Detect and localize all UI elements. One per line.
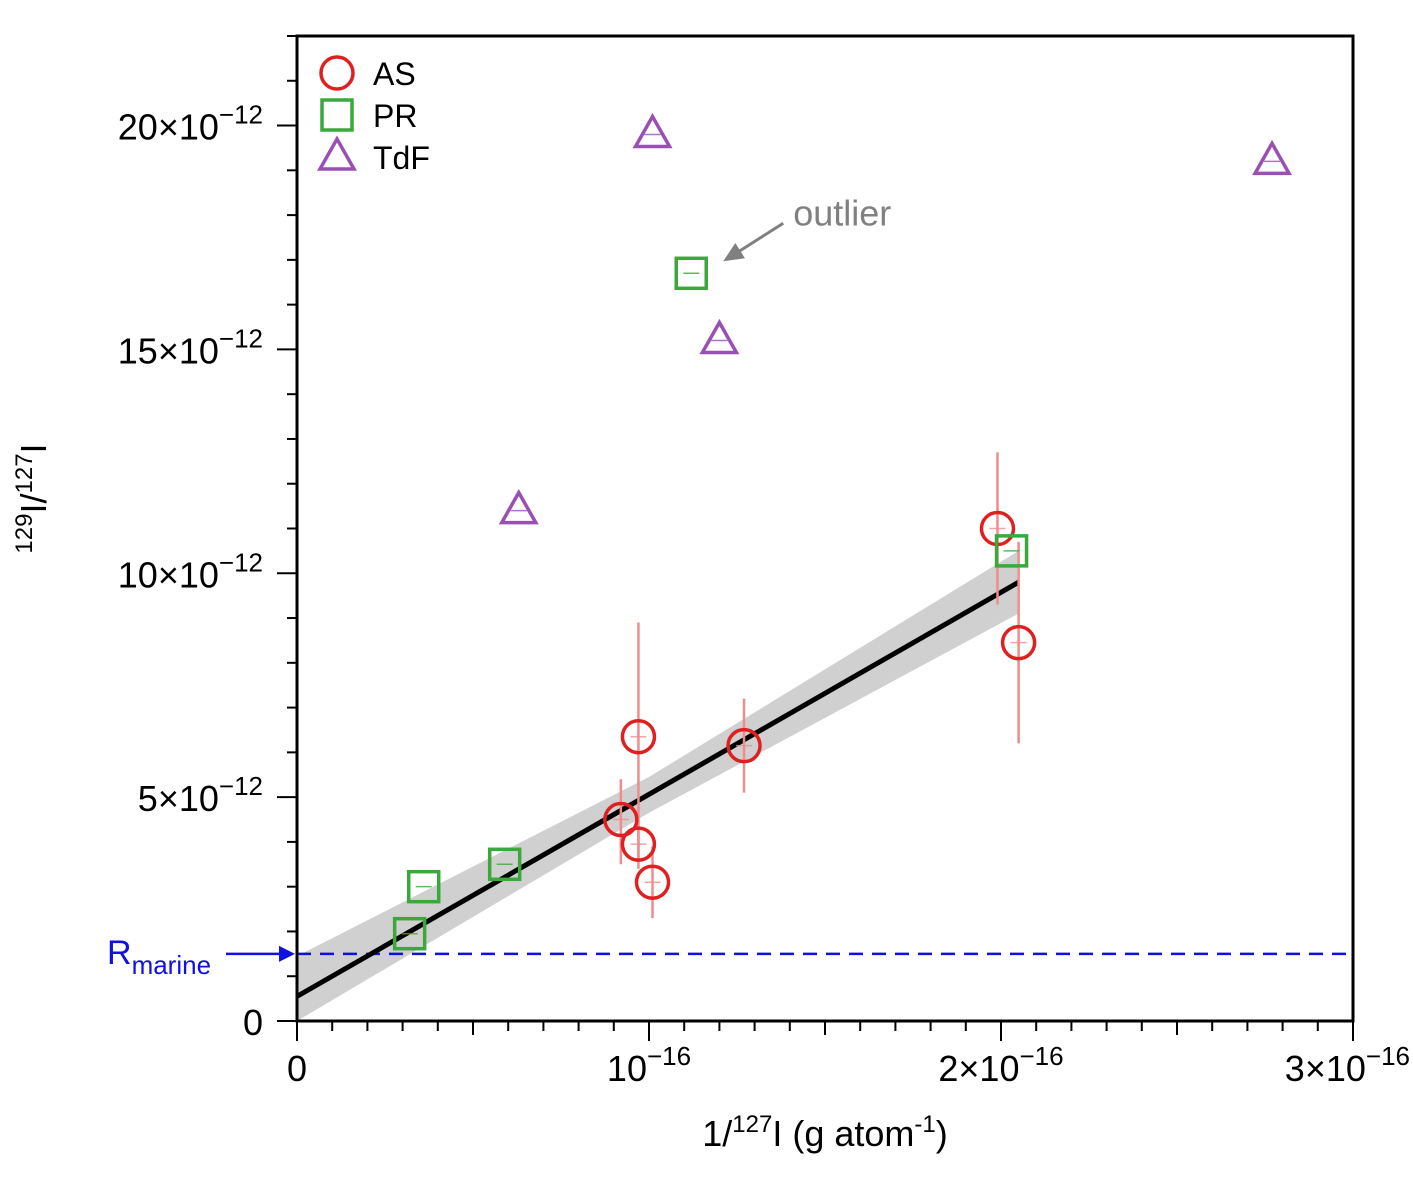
y-tick-label-1-base: 5×10: [138, 778, 219, 819]
axis-tick-layer: [277, 35, 1354, 1041]
regression-fit-line: [295, 580, 1020, 999]
x-tick-label-0-base: 0: [287, 1048, 307, 1089]
y-tick-label-4-base: 20×10: [118, 107, 219, 148]
data-point-tdf-3: [1252, 139, 1293, 176]
x-axis-title-end: ): [936, 1113, 948, 1154]
data-point-layer: [392, 112, 1293, 951]
y-tick-label-1: 5×10−12: [138, 771, 263, 819]
legend-label-pr: PR: [373, 98, 417, 134]
data-point-as-1: [620, 718, 657, 755]
confidence-band-layer: [297, 550, 1019, 1021]
x-tick-label-0: 0: [287, 1048, 307, 1089]
legend-marker-as: [319, 55, 355, 91]
data-point-pr-4: [994, 534, 1029, 568]
y-tick-label-3-exp: −12: [219, 323, 263, 353]
fit-line-layer: [295, 580, 1020, 999]
data-point-as-2: [620, 826, 657, 862]
x-tick-label-1-base: 10: [607, 1048, 647, 1089]
y-tick-label-3: 15×10−12: [118, 323, 263, 371]
error-bar-layer: [401, 133, 1281, 935]
data-point-tdf-2: [699, 318, 740, 355]
y-tick-label-4-exp: −12: [219, 100, 263, 130]
y-axis-title-sup2: 127: [11, 453, 38, 493]
data-point-as-0: [603, 801, 639, 838]
x-tick-label-3-exp: −16: [1366, 1041, 1410, 1071]
y-tick-label-2-exp: −12: [219, 547, 263, 577]
r-marine-main: R: [107, 934, 132, 972]
fit-confidence-band: [297, 550, 1019, 1021]
y-axis-title: 129I/127I: [11, 443, 54, 553]
legend-label-as: AS: [373, 56, 416, 92]
x-tick-label-1-exp: −16: [647, 1041, 691, 1071]
legend: AS PR TdF: [316, 55, 430, 176]
data-point-as-6: [1000, 624, 1037, 661]
data-point-pr-2: [487, 847, 522, 882]
y-tick-label-0-base: 0: [243, 1002, 263, 1043]
x-tick-label-3-base: 3×10: [1285, 1048, 1366, 1089]
outlier-arrow-head: [723, 242, 745, 262]
y-tick-label-3-base: 15×10: [118, 330, 219, 371]
x-tick-label-2-exp: −16: [1019, 1041, 1063, 1071]
y-tick-label-2: 10×10−12: [118, 547, 263, 595]
data-point-pr-1: [406, 869, 441, 904]
data-point-tdf-1: [632, 112, 673, 149]
y-axis-title-end: I: [13, 443, 54, 453]
r-marine-arrow-head: [279, 945, 295, 962]
legend-label-tdf: TdF: [373, 140, 430, 176]
y-tick-label-0: 0: [243, 1002, 263, 1043]
legend-marker-tdf: [316, 135, 358, 171]
x-tick-label-2-base: 2×10: [938, 1048, 1019, 1089]
y-tick-label-4: 20×10−12: [118, 100, 263, 148]
axis-tick-label-layer: 0 10−16 2×10−16 3×10−1605×10−1210×10−1215×1…: [118, 100, 1410, 1089]
y-tick-label-2-base: 10×10: [118, 554, 219, 595]
x-tick-label-3: 3×10−16: [1285, 1041, 1410, 1089]
data-point-as-4: [726, 727, 762, 764]
data-point-pr-3: [674, 256, 708, 291]
y-axis-title-sup1: 129: [11, 514, 38, 554]
data-point-tdf-0: [498, 489, 539, 525]
x-tick-label-1: 10−16: [607, 1041, 691, 1089]
data-point-as-3: [634, 864, 671, 900]
data-point-pr-0: [392, 916, 427, 951]
outlier-annotation: outlier: [723, 192, 891, 262]
r-marine-label: Rmarine: [107, 934, 295, 980]
y-tick-label-1-exp: −12: [219, 771, 263, 801]
plot-frame: [295, 34, 1355, 1023]
y-axis-title-mid: I/: [13, 494, 54, 514]
x-axis-title-base: 1/: [702, 1113, 732, 1154]
x-axis-title-sup2: -1: [914, 1111, 935, 1138]
r-marine-text: Rmarine: [107, 934, 211, 980]
x-axis-title-mid: I (g atom: [772, 1113, 914, 1154]
r-marine-subscript: marine: [132, 950, 211, 980]
x-axis-title-sup1: 127: [732, 1111, 772, 1138]
x-tick-label-2: 2×10−16: [938, 1041, 1063, 1089]
x-axis-title: 1/127I (g atom-1): [702, 1111, 947, 1154]
legend-marker-pr: [320, 98, 354, 132]
outlier-label: outlier: [793, 192, 891, 233]
